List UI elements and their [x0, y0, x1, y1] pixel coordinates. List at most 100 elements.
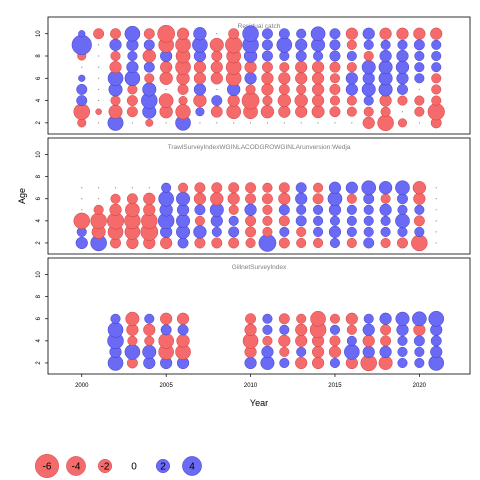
bubble-point — [380, 193, 391, 204]
bubble-point — [363, 95, 374, 106]
bubble-point — [228, 215, 239, 226]
bubble-point — [329, 215, 340, 226]
y-tick-label: 8 — [36, 174, 42, 178]
bubble-point — [296, 226, 307, 237]
bubble-point — [412, 311, 427, 327]
panel-frame — [47, 137, 471, 255]
y-tick-label: 2 — [36, 241, 42, 245]
bubble-point — [431, 39, 442, 50]
bubble-point — [329, 357, 340, 368]
bubble-point — [227, 192, 240, 205]
bubble-point — [126, 106, 138, 118]
x-axis: 2000 2005 2010 2015 2020 — [75, 374, 427, 389]
bubble-point — [98, 77, 100, 79]
bubble-point — [110, 313, 121, 324]
bubble-point — [363, 51, 374, 62]
bubble-point — [300, 122, 302, 124]
bubble-point — [346, 237, 357, 248]
bubble-point — [177, 324, 189, 336]
bubble-point — [95, 108, 102, 115]
bubble-point — [351, 122, 353, 124]
bubble-point — [363, 39, 374, 50]
bubble-point — [194, 237, 206, 249]
bubble-point — [362, 334, 375, 347]
bubble-point — [378, 355, 393, 370]
bubble-point — [277, 93, 291, 108]
bubble-point — [362, 72, 375, 85]
bubble-point — [159, 71, 173, 85]
bubble-point — [397, 346, 408, 357]
bubble-point — [262, 313, 273, 324]
bubble-point — [216, 88, 218, 91]
bubble-point — [161, 182, 172, 193]
bubble-point — [244, 61, 257, 74]
bubble-point — [313, 226, 324, 237]
panel-title: TrawlSurveyIndexWGINLACODGROWGINLArunver… — [168, 144, 351, 151]
bubble-point — [363, 313, 374, 324]
bubble-point — [313, 51, 324, 62]
legend-label: -2 — [101, 462, 110, 473]
bubble-point — [228, 28, 240, 40]
bubble-point — [261, 50, 273, 62]
bubble-point — [431, 73, 442, 84]
bubble-point — [261, 72, 274, 85]
bubble-point — [199, 122, 201, 124]
bubble-point — [193, 83, 206, 96]
bubble-point — [278, 313, 290, 325]
bubble-point — [380, 39, 391, 50]
bubble-point — [244, 72, 257, 85]
bubble-point — [362, 27, 375, 40]
bubble-point — [158, 333, 174, 349]
bubble-point — [363, 193, 375, 205]
bubble-point — [362, 345, 375, 358]
bubble-point — [176, 213, 191, 228]
bubble-point — [346, 106, 357, 117]
bubble-point — [328, 181, 342, 194]
legend-bubble — [98, 459, 112, 473]
bubble-point — [379, 94, 392, 107]
bubble-point — [98, 55, 100, 57]
bubble-point — [313, 237, 324, 248]
panel-2: TrawlSurveyIndexWGINLACODGROWGINLArunver… — [36, 137, 471, 255]
bubble-point — [414, 226, 425, 237]
bubble-point — [245, 84, 256, 95]
legend-bubble — [35, 454, 59, 478]
bubble-point — [131, 122, 133, 124]
bubble-point — [414, 73, 425, 84]
bubble-point — [278, 182, 290, 194]
bubble-point — [413, 335, 425, 347]
bubble-point — [379, 203, 392, 216]
bubble-point — [345, 83, 358, 96]
bubble-point — [278, 204, 290, 216]
bubble-point — [431, 95, 442, 106]
bubble-point — [310, 310, 326, 327]
bubble-point — [397, 39, 408, 50]
y-tick-label: 8 — [36, 294, 42, 298]
y-tick-label: 4 — [36, 339, 42, 343]
bubble-point — [145, 118, 154, 127]
bubble-point — [379, 49, 392, 63]
bubble-point — [160, 236, 173, 250]
bubble-point — [126, 61, 139, 74]
bubble-point — [158, 93, 174, 108]
bubble-point — [165, 122, 167, 124]
bubble-point — [279, 346, 290, 357]
bubble-point — [211, 237, 223, 249]
bubble-point — [262, 215, 273, 226]
bubble-point — [261, 28, 273, 40]
bubble-point — [210, 192, 224, 206]
bubble-point — [107, 322, 124, 338]
bubble-point — [241, 91, 260, 110]
bubble-point — [279, 226, 290, 237]
bubble-point — [346, 215, 357, 226]
bubble-point — [329, 61, 341, 73]
x-tick-label: 2010 — [244, 383, 258, 389]
bubble-point — [414, 204, 425, 215]
bubble-point — [98, 99, 100, 102]
bubble-point — [244, 203, 257, 216]
bubble-point — [346, 51, 357, 62]
bubble-point — [176, 27, 190, 40]
bubble-point — [435, 187, 437, 189]
bubble-point — [90, 212, 107, 230]
bubble-point — [124, 344, 141, 360]
